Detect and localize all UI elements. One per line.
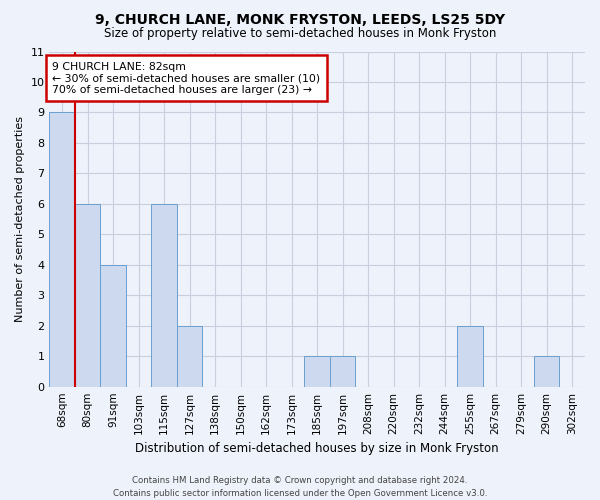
Bar — [177, 326, 202, 386]
Text: Contains HM Land Registry data © Crown copyright and database right 2024.
Contai: Contains HM Land Registry data © Crown c… — [113, 476, 487, 498]
Bar — [49, 112, 75, 386]
Bar — [534, 356, 559, 386]
Bar — [100, 265, 126, 386]
Bar — [330, 356, 355, 386]
Text: 9, CHURCH LANE, MONK FRYSTON, LEEDS, LS25 5DY: 9, CHURCH LANE, MONK FRYSTON, LEEDS, LS2… — [95, 12, 505, 26]
Y-axis label: Number of semi-detached properties: Number of semi-detached properties — [15, 116, 25, 322]
Text: Size of property relative to semi-detached houses in Monk Fryston: Size of property relative to semi-detach… — [104, 28, 496, 40]
Bar — [75, 204, 100, 386]
Bar — [457, 326, 483, 386]
Text: 9 CHURCH LANE: 82sqm
← 30% of semi-detached houses are smaller (10)
70% of semi-: 9 CHURCH LANE: 82sqm ← 30% of semi-detac… — [52, 62, 320, 95]
X-axis label: Distribution of semi-detached houses by size in Monk Fryston: Distribution of semi-detached houses by … — [136, 442, 499, 455]
Bar — [304, 356, 330, 386]
Bar — [151, 204, 177, 386]
